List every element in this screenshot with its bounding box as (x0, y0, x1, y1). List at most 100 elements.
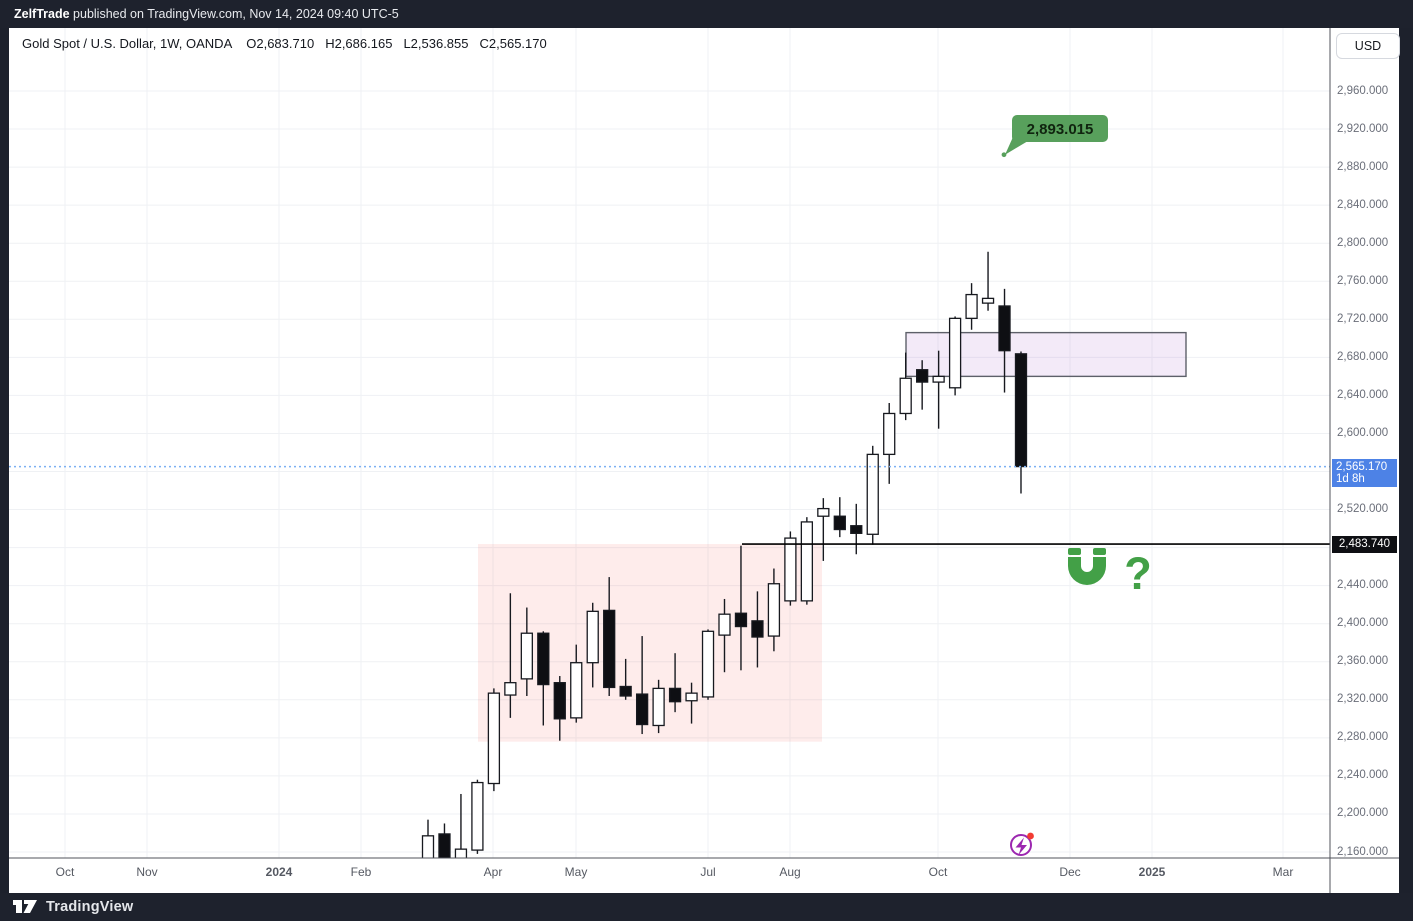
current-price-value: 2,565.170 (1336, 460, 1388, 473)
candle (932, 350, 945, 429)
candle (504, 593, 517, 718)
pink-zone-drawing[interactable] (478, 544, 822, 742)
price-tick-label: 2,920.000 (1337, 122, 1389, 135)
time-axis-label: Mar (1273, 865, 1294, 879)
tradingview-logo-icon[interactable] (13, 899, 38, 915)
bar-countdown: 1d 8h (1336, 473, 1365, 486)
candle (981, 251, 995, 311)
candle (635, 636, 649, 735)
magnet-icon[interactable] (1068, 548, 1106, 585)
candle (866, 445, 879, 545)
candle (948, 316, 962, 396)
time-axis-label: Aug (779, 865, 800, 879)
candle (833, 497, 846, 538)
callout-anchor-dot (1001, 152, 1007, 158)
price-tick-label: 2,720.000 (1337, 312, 1389, 325)
svg-text:2,893.015: 2,893.015 (1027, 121, 1094, 138)
time-axis-label: Nov (136, 865, 157, 879)
ohlc-L: L2,536.855 (403, 36, 469, 51)
price-tick-label: 2,440.000 (1337, 579, 1389, 592)
time-axis-label: Apr (484, 865, 503, 879)
ohlc-values: O2,683.710 H2,686.165 L2,536.855 C2,565.170 (235, 36, 547, 51)
time-axis-label: Jul (700, 865, 715, 879)
price-tick-label: 2,280.000 (1337, 731, 1389, 744)
question-mark-drawing[interactable]: ? (1124, 548, 1152, 599)
candle (800, 517, 814, 605)
candle (438, 823, 451, 858)
candle (553, 676, 566, 741)
candle (454, 793, 468, 858)
price-tick-label: 2,320.000 (1337, 693, 1389, 706)
candle (421, 819, 435, 858)
candle (586, 602, 599, 688)
candle (883, 403, 896, 484)
time-axis-label: May (565, 865, 588, 879)
publish-header: ZelfTrade published on TradingView.com, … (0, 0, 1413, 28)
candle (767, 568, 781, 652)
symbol-title[interactable]: Gold Spot / U.S. Dollar, 1W, OANDA (22, 36, 233, 51)
time-axis-label: 2025 (1139, 865, 1166, 879)
candle (668, 653, 682, 713)
price-tick-label: 2,400.000 (1337, 617, 1389, 630)
price-tick-label: 2,680.000 (1337, 350, 1389, 363)
candle (718, 598, 731, 673)
candle (899, 352, 912, 421)
price-tick-label: 2,240.000 (1337, 769, 1389, 782)
candle (850, 503, 863, 555)
chart-legend[interactable]: Gold Spot / U.S. Dollar, 1W, OANDA O2,683… (22, 36, 547, 51)
time-axis-label: Oct (929, 865, 948, 879)
candle (701, 629, 715, 700)
level-price-label: 2,483.740 (1332, 535, 1397, 553)
candle (487, 688, 501, 792)
notification-dot (1027, 832, 1034, 840)
publish-info: published on TradingView.com, Nov 14, 20… (69, 7, 399, 21)
time-axis-label: Oct (56, 865, 75, 879)
price-tick-label: 2,520.000 (1337, 503, 1389, 516)
brand-name[interactable]: TradingView (46, 899, 134, 915)
candle (817, 498, 830, 561)
candle (603, 577, 616, 696)
candle (751, 591, 764, 668)
time-axis[interactable]: Oct Nov 2024 Feb Apr May Jul Aug Oct Dec 2025 Mar (56, 865, 1294, 879)
time-axis-label: 2024 (266, 865, 293, 879)
footer-bar: TradingView (0, 893, 1413, 921)
price-tick-label: 2,600.000 (1337, 426, 1389, 439)
chart-panel (9, 28, 1399, 893)
events-lightning-icon[interactable] (1010, 832, 1034, 856)
price-axis[interactable]: 2,565.170 1d 8h 2,483.740 2,960.000 2,920… (1331, 28, 1399, 858)
candle (537, 631, 550, 726)
candle (784, 531, 797, 606)
currency-toggle-button[interactable]: USD (1336, 33, 1400, 59)
time-axis-label: Feb (351, 865, 372, 879)
candle (1014, 351, 1028, 494)
candle (965, 283, 978, 330)
candle (652, 679, 665, 734)
ohlc-O: O2,683.710 (246, 36, 315, 51)
ohlc-C: C2,565.170 (479, 36, 547, 51)
time-axis-label: Dec (1059, 865, 1080, 879)
candle (685, 682, 698, 724)
target-price-callout[interactable]: 2,893.015 (1001, 115, 1108, 158)
candle (570, 644, 583, 723)
price-tick-label: 2,880.000 (1337, 160, 1389, 173)
price-tick-label: 2,760.000 (1337, 274, 1389, 287)
candle (916, 360, 929, 410)
purple-zone-drawing[interactable] (905, 331, 1187, 378)
price-tick-label: 2,840.000 (1337, 198, 1389, 211)
price-tick-label: 2,200.000 (1337, 807, 1389, 820)
price-tick-label: 2,360.000 (1337, 655, 1389, 668)
price-tick-label: 2,800.000 (1337, 236, 1389, 249)
candle (471, 779, 484, 854)
candle (998, 288, 1011, 393)
price-tick-label: 2,960.000 (1337, 84, 1389, 97)
candle (520, 607, 533, 696)
price-tick-label: 2,640.000 (1337, 388, 1389, 401)
ohlc-H: H2,686.165 (325, 36, 393, 51)
candle (734, 545, 748, 671)
candles (421, 251, 1028, 858)
current-price-label: 2,565.170 1d 8h (1332, 458, 1397, 487)
author-name: ZelfTrade (14, 7, 70, 21)
price-tick-label: 2,160.000 (1337, 845, 1389, 858)
